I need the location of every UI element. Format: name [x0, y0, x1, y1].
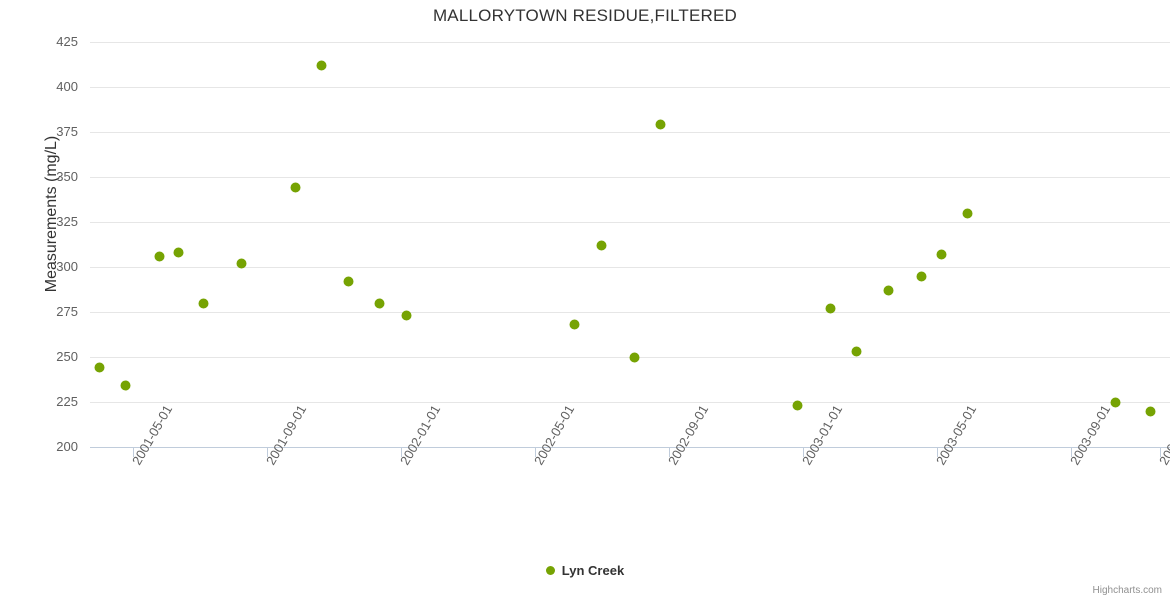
- data-point[interactable]: [290, 183, 300, 193]
- data-point[interactable]: [569, 320, 579, 330]
- gridline: [90, 132, 1170, 133]
- y-axis-tick-label: 425: [56, 34, 78, 49]
- data-point[interactable]: [655, 120, 665, 130]
- y-axis-tick-labels: 200 225 250 275 300 325 350 375 400 425: [16, 0, 78, 600]
- data-point[interactable]: [374, 298, 384, 308]
- data-point[interactable]: [883, 285, 893, 295]
- y-axis-tick-label: 200: [56, 439, 78, 454]
- y-axis-tick-label: 275: [56, 304, 78, 319]
- x-axis-tick-mark: [267, 448, 268, 457]
- data-point[interactable]: [236, 258, 246, 268]
- y-axis-tick-label: 325: [56, 214, 78, 229]
- data-point[interactable]: [596, 240, 606, 250]
- x-axis-tick-mark: [1071, 448, 1072, 457]
- gridline: [90, 402, 1170, 403]
- legend-marker-icon: [545, 566, 555, 575]
- gridline: [90, 312, 1170, 313]
- x-axis-tick-mark: [401, 448, 402, 457]
- y-axis-tick-label: 250: [56, 349, 78, 364]
- gridline: [90, 87, 1170, 88]
- legend-item-label[interactable]: Lyn Creek: [561, 563, 625, 578]
- x-axis-tick-mark: [803, 448, 804, 457]
- y-axis-tick-label: 400: [56, 79, 78, 94]
- data-point[interactable]: [1110, 397, 1120, 407]
- y-axis-tick-label: 300: [56, 259, 78, 274]
- data-point[interactable]: [825, 303, 835, 313]
- chart-title: MALLORYTOWN RESIDUE,FILTERED: [432, 6, 738, 25]
- chart-legend[interactable]: Lyn Creek: [0, 563, 1170, 578]
- data-point[interactable]: [120, 381, 130, 391]
- data-point[interactable]: [1145, 406, 1155, 416]
- y-axis-tick-label: 350: [56, 169, 78, 184]
- data-point[interactable]: [173, 248, 183, 258]
- gridline: [90, 177, 1170, 178]
- x-axis-tick-mark: [535, 448, 536, 457]
- data-point[interactable]: [343, 276, 353, 286]
- x-axis-line: [90, 447, 1170, 448]
- data-point[interactable]: [316, 60, 326, 70]
- data-point[interactable]: [94, 363, 104, 373]
- data-point[interactable]: [154, 251, 164, 261]
- x-axis-tick-mark: [669, 448, 670, 457]
- data-point[interactable]: [792, 401, 802, 411]
- data-point[interactable]: [198, 298, 208, 308]
- credits-label[interactable]: Highcharts.com: [1092, 585, 1162, 596]
- data-point[interactable]: [916, 271, 926, 281]
- data-point[interactable]: [401, 311, 411, 321]
- gridline: [90, 267, 1170, 268]
- y-axis-tick-label: 375: [56, 124, 78, 139]
- gridline: [90, 222, 1170, 223]
- data-point[interactable]: [962, 208, 972, 218]
- data-point[interactable]: [851, 347, 861, 357]
- plot-area: [90, 42, 1170, 448]
- x-axis-tick-mark: [1160, 448, 1161, 457]
- x-axis-tick-mark: [133, 448, 134, 457]
- data-point[interactable]: [629, 352, 639, 362]
- y-axis-tick-label: 225: [56, 394, 78, 409]
- data-point[interactable]: [936, 249, 946, 259]
- x-axis-tick-mark: [937, 448, 938, 457]
- gridline: [90, 42, 1170, 43]
